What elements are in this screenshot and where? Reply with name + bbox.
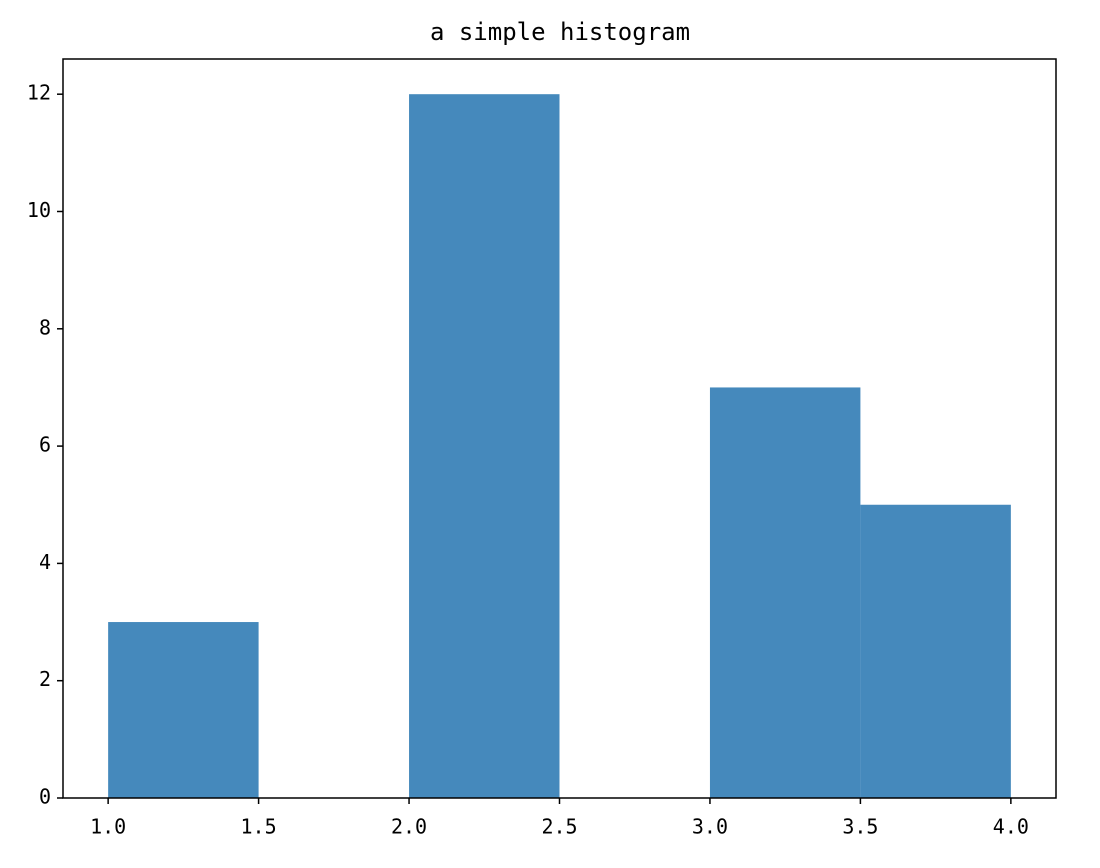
y-tick-label: 10	[27, 198, 51, 222]
bar	[860, 504, 1011, 798]
y-tick-label: 0	[39, 785, 51, 809]
y-tick-label: 8	[39, 315, 51, 339]
y-tick-label: 2	[39, 667, 51, 691]
y-tick-label: 4	[39, 550, 51, 574]
y-tick-label: 12	[27, 81, 51, 105]
chart-title: a simple histogram	[430, 18, 690, 46]
bar	[709, 387, 861, 798]
bar	[108, 622, 259, 798]
x-tick-label: 4.0	[993, 815, 1029, 839]
x-tick-label: 2.5	[541, 815, 577, 839]
x-tick-label: 3.0	[692, 815, 728, 839]
x-tick-label: 2.0	[391, 815, 427, 839]
x-tick-label: 3.5	[842, 815, 878, 839]
y-tick-label: 6	[39, 433, 51, 457]
bar	[409, 94, 560, 798]
x-tick-label: 1.0	[90, 815, 126, 839]
x-tick-label: 1.5	[241, 815, 277, 839]
